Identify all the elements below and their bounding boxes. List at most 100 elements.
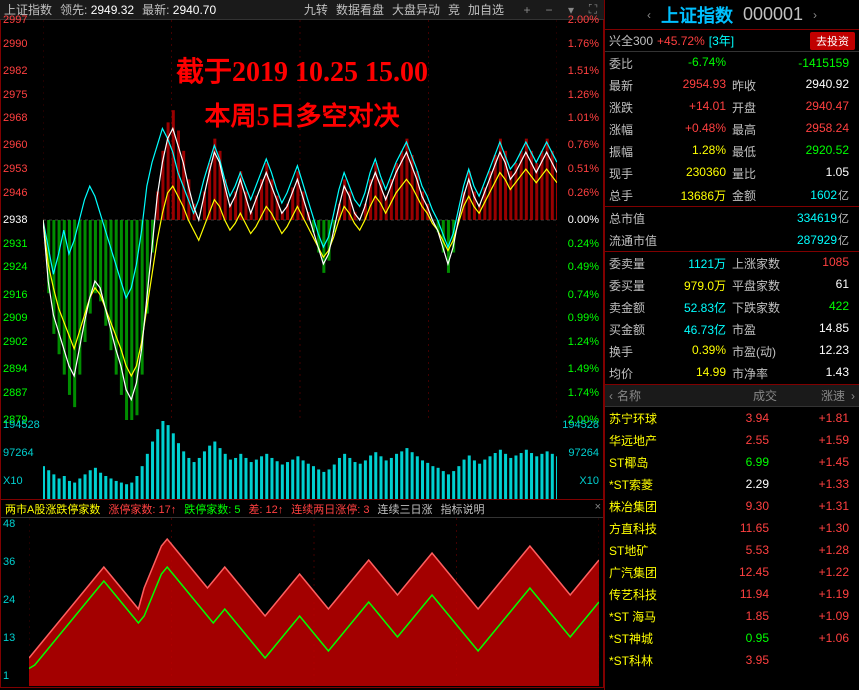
stats-block-3: 委卖量1121万上涨家数1085委买量979.0万平盘家数61卖金额52.83亿… xyxy=(605,252,859,385)
stat-label: 最新 xyxy=(609,77,633,94)
stock-row[interactable]: *ST科林3.95 xyxy=(605,649,859,671)
stat-label: 平盘家数 xyxy=(732,277,780,294)
stat-label: 卖金额 xyxy=(609,299,645,316)
stock-volume: 5.53 xyxy=(699,543,769,557)
chevron-right-icon[interactable]: › xyxy=(851,389,855,403)
sub-chart-header: 两市A股涨跌停家数涨停家数: 17↑跌停家数: 5差: 12↑连续两日涨停: 3… xyxy=(1,500,603,518)
toolbar: 上证指数 领先: 2949.32 最新: 2940.70 九转数据看盘大盘异动竞… xyxy=(0,0,604,20)
sub-header-part: 差: 12↑ xyxy=(248,501,283,517)
stat-row: 委买量979.0万平盘家数61 xyxy=(605,274,859,296)
stock-volume: 11.94 xyxy=(699,587,769,601)
right-info-panel: ‹ 上证指数 000001 › 兴全300 +45.72% [3年] 去投资 委… xyxy=(604,0,859,690)
chevron-left-icon[interactable]: ‹ xyxy=(647,8,651,22)
stock-row[interactable]: *ST 海马1.85+1.09 xyxy=(605,605,859,627)
stock-name: *ST索菱 xyxy=(609,476,699,493)
stock-change: +1.31 xyxy=(769,499,855,513)
stock-volume: 3.94 xyxy=(699,411,769,425)
main-price-chart[interactable]: 截于2019 10.25 15.00 本周5日多空对决 299729902982… xyxy=(0,20,604,500)
stock-list: 苏宁环球3.94+1.81华远地产2.55+1.59ST椰岛6.99+1.45*… xyxy=(605,407,859,671)
stat-label: 涨幅 xyxy=(609,121,633,138)
stock-row[interactable]: *ST索菱2.29+1.33 xyxy=(605,473,859,495)
stat-value: 0.39% xyxy=(692,343,726,357)
chevron-right-icon[interactable]: › xyxy=(813,8,817,22)
stock-change: +1.22 xyxy=(769,565,855,579)
stat-value: +14.01 xyxy=(689,99,726,113)
stock-name: 华远地产 xyxy=(609,432,699,449)
sub-chart-svg xyxy=(29,518,599,686)
toolbar-item[interactable]: 九转 xyxy=(304,3,328,17)
stock-name: 方直科技 xyxy=(609,520,699,537)
toolbar-item[interactable]: 数据看盘 xyxy=(336,3,384,17)
stock-row[interactable]: 传艺科技11.94+1.19 xyxy=(605,583,859,605)
stat-row: 涨幅+0.48%最高2958.24 xyxy=(605,118,859,140)
ad-banner[interactable]: 兴全300 +45.72% [3年] 去投资 xyxy=(605,30,859,52)
stat-value: 979.0万 xyxy=(684,279,726,293)
stock-volume: 3.95 xyxy=(699,653,769,667)
plus-icon[interactable]: + xyxy=(520,3,534,17)
stat-row: 均价14.99市净率1.43 xyxy=(605,362,859,384)
sub-indicator-chart[interactable]: 两市A股涨跌停家数涨停家数: 17↑跌停家数: 5差: 12↑连续两日涨停: 3… xyxy=(0,500,604,688)
toolbar-item[interactable]: 大盘异动 xyxy=(392,3,440,17)
stock-volume: 11.65 xyxy=(699,521,769,535)
sub-header-part: 连续两日涨停: 3 xyxy=(291,501,369,517)
stock-row[interactable]: 华远地产2.55+1.59 xyxy=(605,429,859,451)
stat-value: 334619 xyxy=(797,211,837,225)
stat-row: 委卖量1121万上涨家数1085 xyxy=(605,252,859,274)
stat-label: 委比 xyxy=(609,55,633,72)
stock-name: 广汽集团 xyxy=(609,564,699,581)
price-chart-svg xyxy=(43,20,557,420)
col-volume[interactable]: 成交 xyxy=(707,387,777,404)
stat-label: 振幅 xyxy=(609,143,633,160)
stock-volume: 2.55 xyxy=(699,433,769,447)
stock-list-header: ‹ 名称 成交 涨速 › xyxy=(605,385,859,407)
stock-change: +1.33 xyxy=(769,477,855,491)
chevron-left-icon[interactable]: ‹ xyxy=(609,389,613,403)
stock-change: +1.45 xyxy=(769,455,855,469)
stat-label: 昨收 xyxy=(732,77,756,94)
stat-row: 振幅1.28%最低2920.52 xyxy=(605,140,859,162)
minus-icon[interactable]: − xyxy=(542,3,556,17)
stat-row: 总市值334619亿 xyxy=(605,207,859,229)
latest-value: 2940.70 xyxy=(173,3,216,17)
stock-row[interactable]: 广汽集团12.45+1.22 xyxy=(605,561,859,583)
stat-label: 涨跌 xyxy=(609,99,633,116)
ad-invest-button[interactable]: 去投资 xyxy=(810,32,855,50)
close-icon[interactable]: × xyxy=(595,501,601,513)
stat-label: 量比 xyxy=(732,165,756,182)
stat-value: 61 xyxy=(836,277,849,291)
stat-label: 开盘 xyxy=(732,99,756,116)
col-name[interactable]: 名称 xyxy=(617,387,707,404)
stat-row: 委比-6.74%-1415159 xyxy=(605,52,859,74)
stat-value: 13686万 xyxy=(681,189,726,203)
stat-row: 买金额46.73亿市盈14.85 xyxy=(605,318,859,340)
stat-value: 2958.24 xyxy=(806,121,849,135)
stat-value: 287929 xyxy=(797,233,837,247)
stock-row[interactable]: 方直科技11.65+1.30 xyxy=(605,517,859,539)
lead-label: 领先: xyxy=(60,3,87,17)
stock-row[interactable]: *ST神城0.95+1.06 xyxy=(605,627,859,649)
stock-row[interactable]: 株冶集团9.30+1.31 xyxy=(605,495,859,517)
stat-label: 市盈(动) xyxy=(732,343,776,360)
toolbar-item[interactable]: 加自选 xyxy=(468,3,504,17)
stat-value: 422 xyxy=(829,299,849,313)
stock-row[interactable]: ST椰岛6.99+1.45 xyxy=(605,451,859,473)
volume-svg xyxy=(43,419,557,499)
y-axis-price: 2997299029822975296829602953294629382931… xyxy=(3,20,43,420)
volume-area: 19452897264X10 19452897264X10 xyxy=(1,419,603,499)
sub-header-part: 连续三日涨 xyxy=(378,501,433,517)
stat-row: 最新2954.93昨收2940.92 xyxy=(605,74,859,96)
stock-row[interactable]: 苏宁环球3.94+1.81 xyxy=(605,407,859,429)
stat-value: 12.23 xyxy=(819,343,849,357)
toolbar-item[interactable]: 竞 xyxy=(448,3,460,17)
ad-fund-name: 兴全300 xyxy=(609,32,653,49)
stock-name: ST地矿 xyxy=(609,542,699,559)
stat-label: 金额 xyxy=(732,187,756,204)
col-change[interactable]: 涨速 xyxy=(777,387,851,404)
stat-value: 14.99 xyxy=(696,365,726,379)
stat-value: 46.73亿 xyxy=(684,323,726,337)
stat-label: 换手 xyxy=(609,343,633,360)
stat-row: 卖金额52.83亿下跌家数422 xyxy=(605,296,859,318)
stock-row[interactable]: ST地矿5.53+1.28 xyxy=(605,539,859,561)
stat-value: 2940.47 xyxy=(806,99,849,113)
stat-value: -1415159 xyxy=(798,56,849,70)
